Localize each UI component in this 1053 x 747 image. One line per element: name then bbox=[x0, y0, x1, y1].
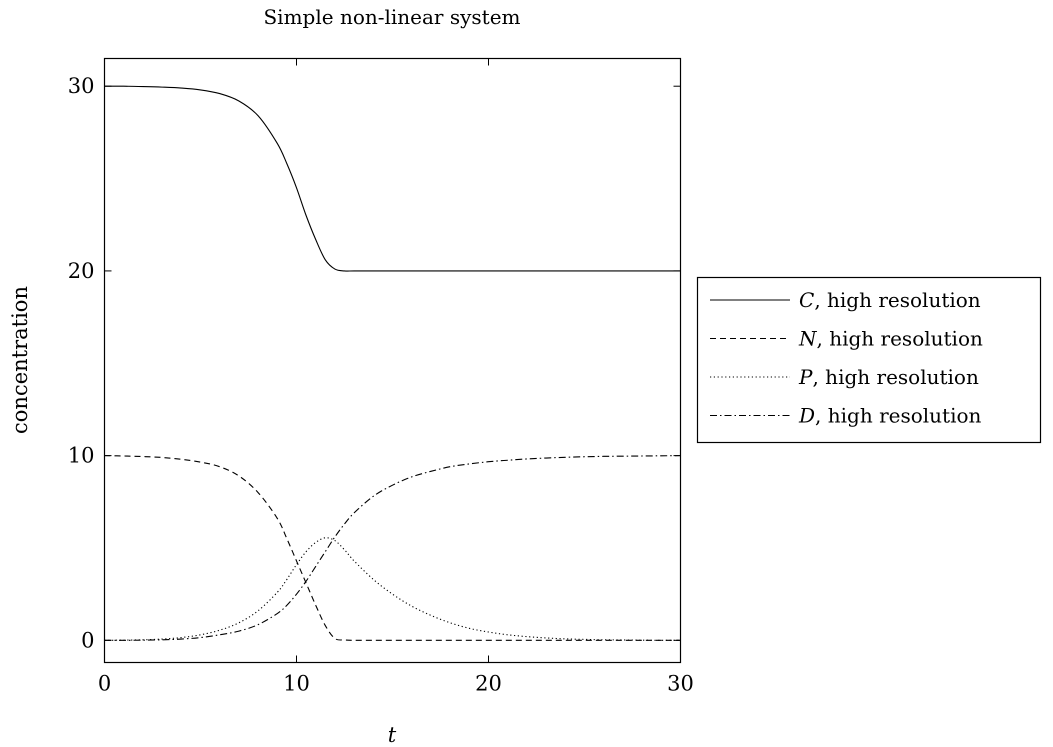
legend-label-d: D, high resolution bbox=[798, 404, 982, 428]
y-axis-label: concentration bbox=[8, 286, 32, 434]
axis-ticks: 0 10 20 30 0 10 20 30 bbox=[68, 58, 694, 696]
legend-series-name: N bbox=[798, 327, 818, 351]
y-tick-label: 20 bbox=[68, 259, 95, 283]
legend-label-p: P, high resolution bbox=[798, 365, 979, 389]
x-tick-label: 20 bbox=[475, 672, 502, 696]
y-tick-label: 30 bbox=[68, 74, 95, 98]
series-line-d bbox=[104, 455, 681, 641]
series-line-p bbox=[104, 537, 681, 641]
series-layer bbox=[104, 85, 681, 641]
y-tick-label: 0 bbox=[81, 628, 94, 652]
x-tick-label: 10 bbox=[283, 672, 310, 696]
legend-series-suffix: , high resolution bbox=[814, 288, 980, 312]
legend-series-suffix: , high resolution bbox=[812, 365, 978, 389]
x-tick-label: 30 bbox=[667, 672, 694, 696]
series-line-n bbox=[104, 455, 681, 641]
plot-area-frame bbox=[103, 57, 682, 664]
legend-series-name: C bbox=[799, 288, 814, 312]
legend-label-n: N, high resolution bbox=[798, 327, 983, 351]
legend-series-suffix: , high resolution bbox=[817, 327, 983, 351]
y-tick-label: 10 bbox=[68, 444, 95, 468]
legend-label-c: C, high resolution bbox=[799, 288, 981, 312]
x-tick-label: 0 bbox=[98, 672, 111, 696]
legend-series-suffix: , high resolution bbox=[815, 404, 981, 428]
chart-title: Simple non-linear system bbox=[263, 5, 520, 29]
x-axis-label: t bbox=[388, 723, 397, 747]
series-line-c bbox=[104, 85, 681, 272]
legend-series-name: D bbox=[798, 404, 815, 428]
legend-series-name: P bbox=[798, 365, 813, 389]
